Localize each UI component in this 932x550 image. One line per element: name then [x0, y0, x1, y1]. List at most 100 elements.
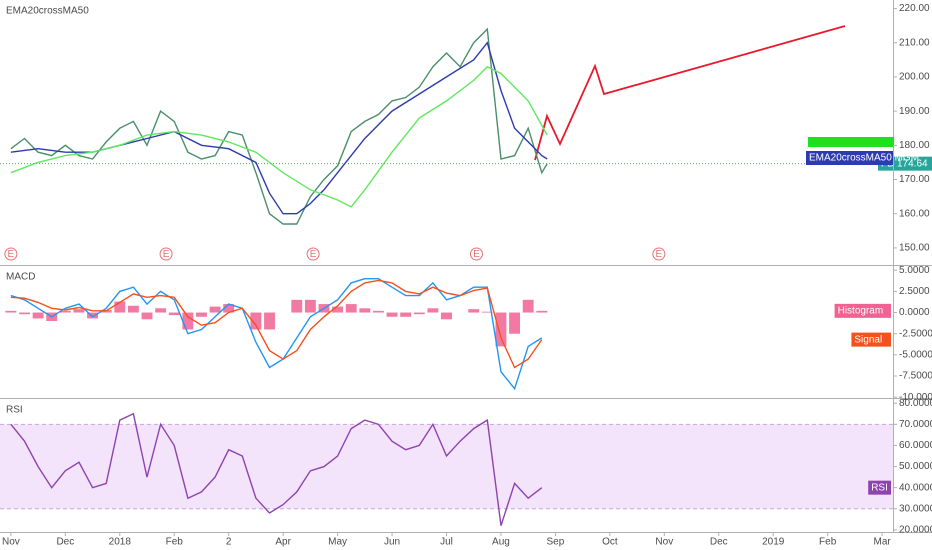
y-tick-label: 220.00	[899, 3, 930, 14]
y-tick-label: 170.00	[899, 174, 930, 185]
x-tick-label: Dec	[56, 537, 74, 548]
series-tag-box	[868, 480, 891, 495]
x-tick-label: Nov	[655, 537, 673, 548]
series-line	[10, 65, 548, 208]
x-tick-label: 2018	[109, 537, 132, 548]
earnings-label: E	[656, 249, 663, 260]
series-line	[10, 279, 543, 369]
y-tick-label: 160.00	[899, 208, 930, 219]
series-tag-box	[851, 332, 891, 347]
histogram-bar	[141, 312, 153, 320]
histogram-bar	[509, 312, 521, 334]
histogram-bar	[168, 312, 180, 316]
earnings-label: E	[310, 249, 317, 260]
histogram-bar	[495, 312, 507, 347]
earnings-marker	[306, 247, 320, 261]
histogram-bar	[196, 312, 207, 317]
earnings-label: E	[473, 249, 480, 260]
series-tag-box	[834, 303, 891, 318]
x-tick-label: Jun	[384, 537, 400, 548]
x-tick-label: 2019	[762, 537, 785, 548]
histogram-bar	[5, 310, 17, 313]
y-tick-label: 2.5000	[899, 286, 930, 297]
series-tag: Signal	[854, 334, 882, 345]
histogram-bar	[155, 308, 167, 313]
histogram-bar	[332, 306, 344, 313]
series-line	[10, 278, 543, 391]
x-tick-label: Mar	[873, 537, 891, 548]
x-tick-label: Feb	[819, 537, 837, 548]
series-tag: Histogram	[838, 305, 884, 316]
series-tag: EMA20crossMA50 MGM	[809, 153, 919, 164]
histogram-bar	[536, 310, 548, 313]
series-line	[10, 27, 548, 225]
y-tick-label: 40.0000	[899, 482, 932, 493]
histogram-bar	[468, 309, 480, 313]
y-tick-label: -10.0000	[899, 392, 932, 403]
y-tick-label: 190.00	[899, 106, 930, 117]
macd-title: MACD	[6, 272, 35, 283]
histogram-bar	[386, 312, 398, 317]
main-title: EMA20crossMA50	[6, 6, 89, 17]
y-tick-label: 200.00	[899, 72, 930, 83]
earnings-marker	[4, 247, 18, 261]
histogram-bar	[73, 309, 85, 313]
histogram-bar	[59, 310, 71, 313]
histogram-bar	[264, 312, 275, 330]
y-tick-label: 210.00	[899, 37, 930, 48]
histogram-bar	[372, 310, 384, 313]
y-tick-label: 30.0000	[899, 503, 932, 514]
x-tick-label: Nov	[2, 537, 20, 548]
series-line	[10, 412, 543, 526]
histogram-bar	[114, 301, 126, 313]
histogram-bar	[359, 308, 371, 313]
earnings-label: E	[8, 249, 15, 260]
histogram-bar	[304, 299, 316, 313]
histogram-bar	[250, 312, 262, 330]
histogram-bar	[400, 312, 412, 317]
histogram-bar	[481, 311, 493, 313]
histogram-bar	[291, 299, 303, 313]
y-tick-label: 180.00	[899, 140, 930, 151]
y-tick-label: 0.0000	[899, 307, 930, 318]
y-tick-label: -5.0000	[899, 349, 932, 360]
series-tag: RSI	[871, 482, 888, 493]
histogram-bar	[87, 312, 99, 319]
earnings-label: E	[163, 249, 170, 260]
earnings-marker	[159, 247, 173, 261]
y-tick-label: 80.0000	[899, 398, 932, 409]
earnings-marker	[469, 247, 483, 261]
y-tick-label: 20.0000	[899, 525, 932, 536]
histogram-bar	[127, 305, 139, 313]
histogram-bar	[182, 312, 194, 330]
last-price-label: 174.64	[897, 158, 928, 169]
earnings-marker	[652, 247, 666, 261]
histogram-bar	[345, 304, 357, 313]
histogram-bar	[522, 299, 534, 313]
rsi-band	[0, 424, 893, 509]
histogram-bar	[209, 306, 221, 313]
x-tick-label: Oct	[602, 537, 618, 548]
y-tick-label: 150.00	[899, 243, 930, 254]
x-tick-label: Feb	[166, 537, 184, 548]
series-tag-box	[806, 151, 893, 165]
projection-arrows	[534, 25, 846, 161]
x-tick-label: 2	[226, 537, 232, 548]
x-tick-label: Apr	[275, 537, 291, 548]
series-line	[10, 41, 548, 215]
histogram-bar	[441, 312, 452, 320]
last-price-label-box	[894, 156, 932, 171]
x-tick-label: Dec	[710, 537, 728, 548]
y-tick-label: -7.5000	[899, 371, 932, 382]
x-tick-label: Sep	[547, 537, 565, 548]
histogram-bar	[32, 312, 44, 319]
x-tick-label: Aug	[492, 537, 510, 548]
y-tick-label: 5.0000	[899, 265, 930, 276]
histogram-bar	[427, 308, 439, 313]
y-tick-label: 50.0000	[899, 461, 932, 472]
rsi-title: RSI	[6, 405, 23, 416]
x-tick-label: Jul	[440, 537, 453, 548]
y-tick-label: 70.0000	[899, 419, 932, 430]
histogram-bar	[413, 312, 425, 315]
